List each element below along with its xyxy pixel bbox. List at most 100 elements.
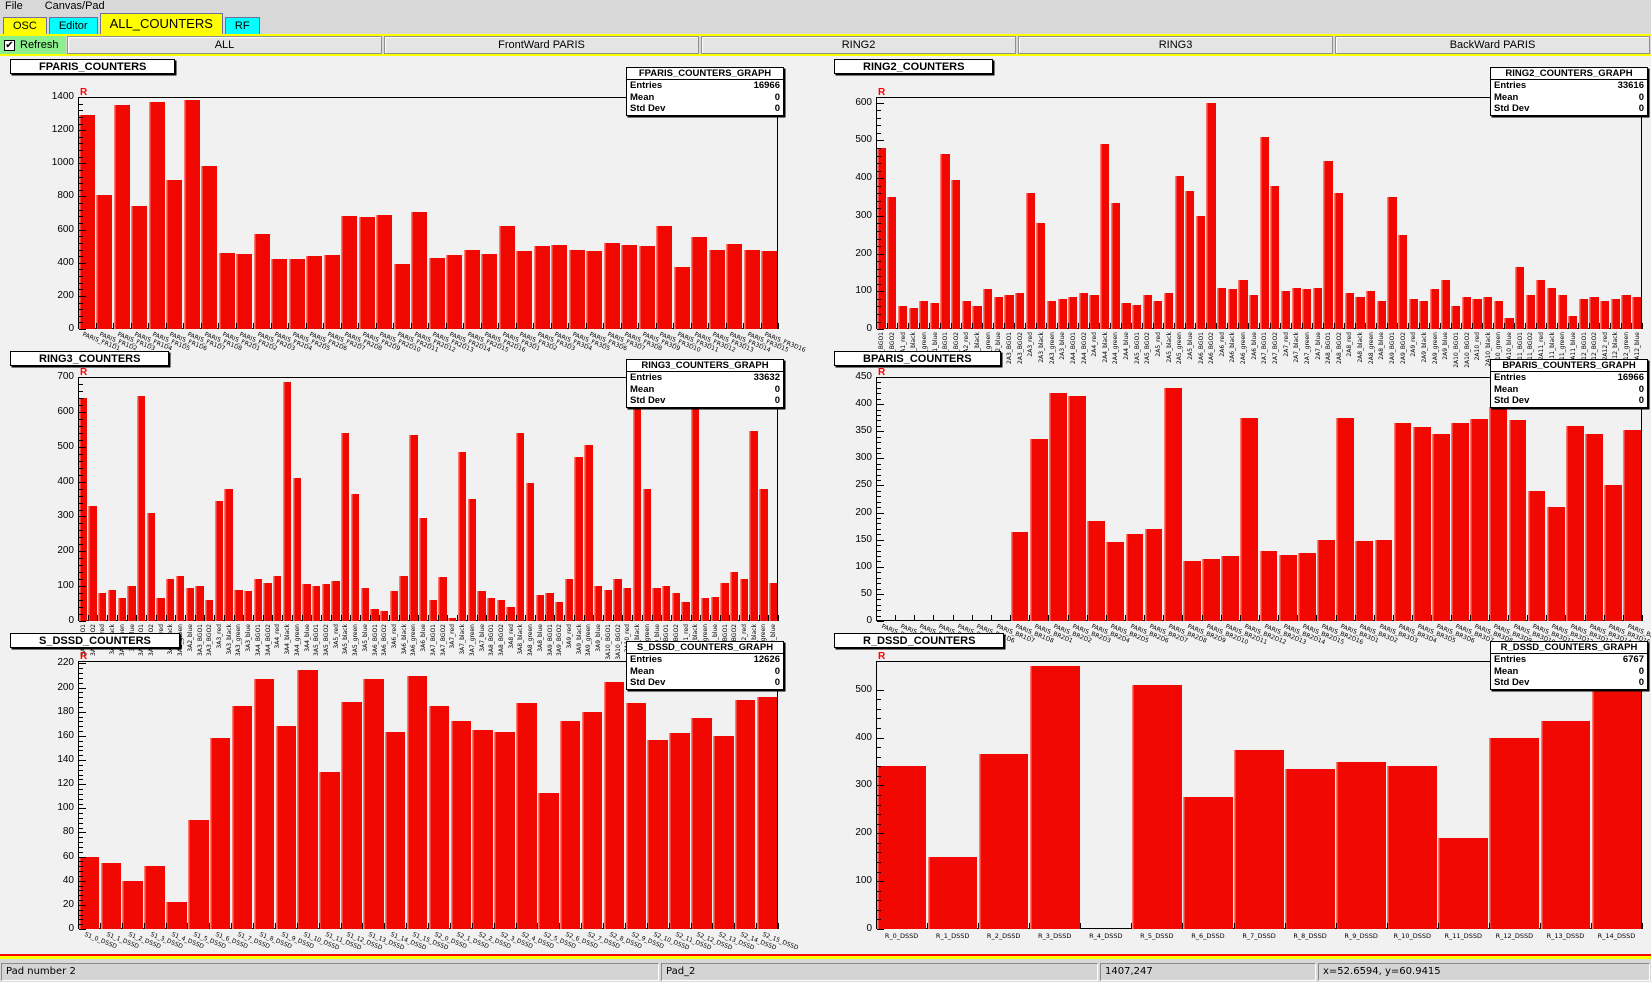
- x-axis-tick: [1507, 615, 1509, 621]
- x-axis-tick: [1527, 615, 1529, 621]
- x-axis-tick: [876, 323, 877, 329]
- refresh-toggle[interactable]: ✔ Refresh: [0, 36, 66, 54]
- stats-box[interactable]: FPARIS_COUNTERS_GRAPH Entries 16966 Mean 0…: [626, 67, 784, 116]
- x-axis-tick: [1227, 323, 1229, 329]
- tab-all-counters[interactable]: ALL_COUNTERS: [99, 13, 223, 34]
- y-axis-tick-label: 60: [62, 850, 74, 862]
- tab-rf[interactable]: RF: [224, 17, 260, 34]
- x-axis-label: R_12_DSSD: [1495, 932, 1534, 940]
- button-ring3[interactable]: RING3: [1018, 36, 1333, 54]
- histogram-title[interactable]: BPARIS_COUNTERS: [834, 351, 1001, 366]
- x-axis-tick: [515, 323, 517, 329]
- histogram-bar: [319, 772, 340, 929]
- button-all[interactable]: ALL: [67, 36, 382, 54]
- y-axis-tick: [877, 929, 884, 930]
- pad-r-dssd-counters[interactable]: R_DSSD_COUNTERS R_DSSD_COUNTERS_GRAPH En…: [832, 631, 1648, 954]
- histogram-title[interactable]: RING2_COUNTERS: [834, 59, 994, 74]
- histogram-title[interactable]: R_DSSD_COUNTERS: [834, 633, 1005, 648]
- histogram-bar: [568, 249, 585, 329]
- stats-box[interactable]: S_DSSD_COUNTERS_GRAPH Entries 12626 Mean 0…: [626, 641, 784, 690]
- y-axis-tick: [79, 474, 83, 476]
- refresh-checkbox-icon[interactable]: ✔: [4, 39, 15, 51]
- x-axis-tick: [165, 923, 167, 929]
- histogram-title[interactable]: S_DSSD_COUNTERS: [10, 633, 180, 648]
- x-axis-tick: [301, 615, 303, 621]
- pad-bparis-counters[interactable]: BPARIS_COUNTERS BPARIS_COUNTERS_GRAPH En…: [832, 349, 1651, 646]
- y-axis-tick: [79, 516, 86, 518]
- pad-fparis-counters[interactable]: FPARIS_COUNTERS FPARIS_COUNTERS_GRAPH En…: [8, 57, 822, 354]
- button-ring2[interactable]: RING2: [701, 36, 1016, 54]
- y-axis-tick: [877, 881, 884, 883]
- y-axis-tick: [877, 621, 884, 622]
- y-axis-tick: [79, 827, 83, 829]
- stats-box[interactable]: RING2_COUNTERS_GRAPH Entries 33616 Mean 0 …: [1490, 67, 1648, 116]
- button-backward-paris[interactable]: BackWard PARIS: [1335, 36, 1650, 54]
- y-axis-tick: [79, 822, 83, 824]
- stats-box[interactable]: RING3_COUNTERS_GRAPH Entries 33632 Mean 0 …: [626, 359, 784, 408]
- histogram-bar: [700, 598, 710, 621]
- stats-box[interactable]: R_DSSD_COUNTERS_GRAPH Entries 6767 Mean 0 …: [1490, 641, 1648, 690]
- root-canvas[interactable]: FPARIS_COUNTERS FPARIS_COUNTERS_GRAPH En…: [0, 56, 1651, 954]
- tab-osc[interactable]: OSC: [3, 17, 47, 34]
- y-axis-tick: [877, 583, 881, 584]
- y-axis-tick: [79, 123, 83, 125]
- stats-stddev-label: Std Dev: [630, 395, 666, 406]
- histogram-bar: [1470, 419, 1489, 621]
- stats-box[interactable]: BPARIS_COUNTERS_GRAPH Entries 16966 Mean 0…: [1490, 359, 1648, 408]
- tab-editor[interactable]: Editor: [48, 17, 98, 34]
- x-axis-tick: [305, 323, 307, 329]
- menu-file[interactable]: File: [5, 0, 23, 12]
- histogram-bar: [350, 493, 360, 621]
- x-axis-tick: [428, 323, 429, 329]
- histogram-bar: [759, 488, 768, 621]
- stats-entries-value: 6767: [1622, 654, 1644, 665]
- histogram-title[interactable]: FPARIS_COUNTERS: [10, 59, 176, 74]
- pad-ring3-counters[interactable]: RING3_COUNTERS RING3_COUNTERS_GRAPH Entr…: [8, 349, 822, 660]
- pad-s-dssd-counters[interactable]: S_DSSD_COUNTERS S_DSSD_COUNTERS_GRAPH En…: [8, 631, 822, 954]
- x-axis-tick: [437, 615, 439, 621]
- menu-bar: File Canvas/Pad: [0, 0, 1651, 13]
- histogram-title[interactable]: RING3_COUNTERS: [10, 351, 170, 366]
- histogram-bar: [214, 500, 224, 621]
- x-axis-tick: [1393, 615, 1394, 621]
- x-axis-tick: [1322, 323, 1324, 329]
- y-axis-tick: [79, 803, 83, 805]
- pad-ring2-counters[interactable]: RING2_COUNTERS RING2_COUNTERS_GRAPH Entr…: [832, 57, 1648, 368]
- x-axis-tick: [651, 615, 653, 621]
- y-axis-tick: [877, 485, 884, 487]
- x-axis-label: R_11_DSSD: [1444, 932, 1483, 940]
- x-axis-tick: [1152, 323, 1154, 329]
- histogram-bar: [1285, 768, 1335, 929]
- histogram-bar: [887, 197, 897, 329]
- histogram-bar: [472, 729, 493, 929]
- button-frontward-paris[interactable]: FrontWard PARIS: [384, 36, 699, 54]
- y-axis-tick: [877, 170, 881, 172]
- histogram-bar: [463, 250, 480, 329]
- histogram-bar: [1374, 539, 1393, 621]
- histogram-bar: [183, 100, 200, 329]
- x-axis-tick: [1142, 323, 1143, 329]
- histogram-bar: [1291, 287, 1301, 329]
- y-axis-tick: [877, 795, 881, 796]
- x-axis-tick: [471, 923, 473, 929]
- y-axis-tick: [877, 599, 881, 601]
- x-axis-tick: [533, 323, 534, 329]
- histogram-bar: [673, 266, 690, 329]
- y-axis-tick: [79, 143, 83, 145]
- x-axis-tick: [143, 923, 145, 929]
- histogram-bar: [1278, 554, 1297, 621]
- y-axis-tick: [877, 155, 881, 157]
- menu-canvas-pad[interactable]: Canvas/Pad: [44, 0, 105, 12]
- stats-entries-label: Entries: [1494, 372, 1527, 383]
- histogram-bar: [341, 216, 358, 329]
- y-axis-tick: [877, 117, 881, 119]
- y-axis-tick: [79, 222, 83, 224]
- histogram-bar: [446, 255, 463, 329]
- histogram-bar: [1087, 520, 1105, 621]
- y-axis-tick: [79, 885, 83, 887]
- y-axis-tick-label: 350: [855, 425, 872, 437]
- y-axis-tick: [79, 832, 86, 834]
- y-axis-tick: [79, 446, 86, 448]
- histogram-bar: [1355, 296, 1365, 329]
- histogram-bar: [613, 579, 622, 621]
